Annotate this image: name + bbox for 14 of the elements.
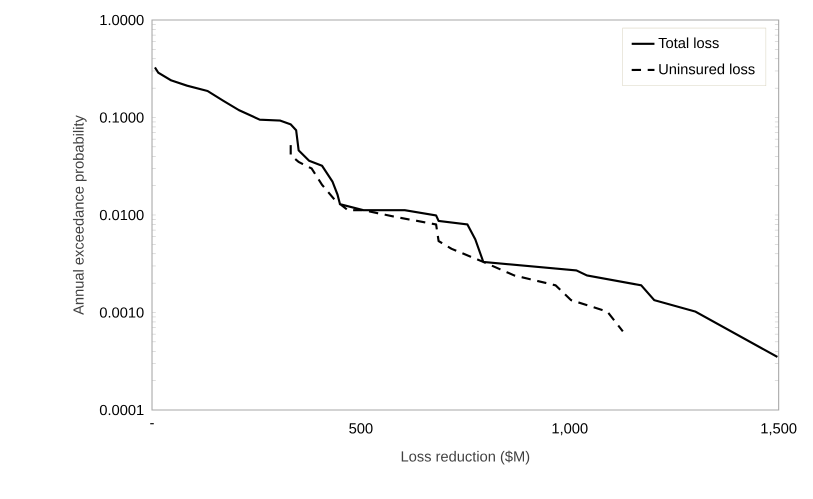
legend-label: Uninsured loss: [659, 64, 755, 74]
x-tick-label: 1,000: [552, 423, 588, 436]
y-tick-label: 0.0010: [100, 307, 144, 318]
y-tick-label: 0.0001: [100, 404, 144, 416]
y-axis-title: Annual exceedance probability: [72, 115, 87, 315]
y-tick-label: 0.1000: [100, 112, 144, 123]
legend-label: Total loss: [658, 37, 719, 48]
line-series: [290, 144, 624, 332]
x-axis-title: Loss reduction ($M): [402, 450, 530, 465]
y-tick-label: 0.0100: [100, 210, 144, 220]
y-tick-label: 1.0000: [100, 14, 144, 26]
x-tick-label: 500: [349, 423, 373, 434]
x-tick-label: 1,500: [761, 423, 796, 436]
x-tick-label: -: [150, 423, 154, 424]
